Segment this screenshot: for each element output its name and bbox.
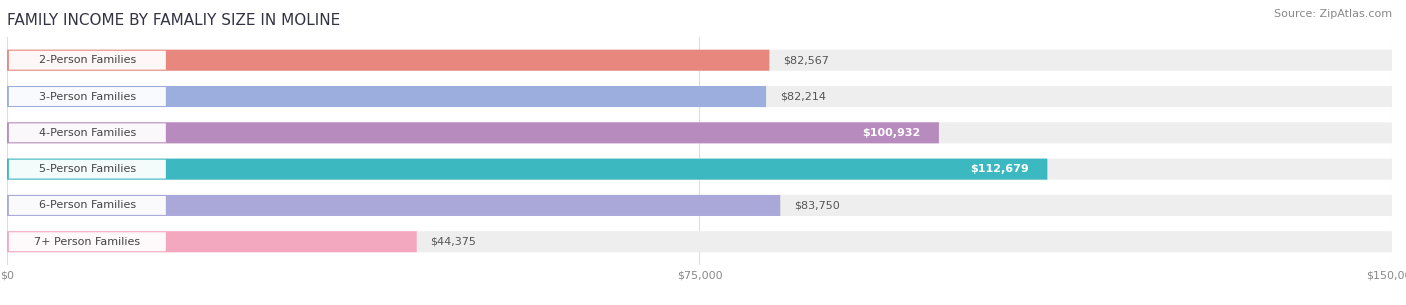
Text: $44,375: $44,375 — [430, 237, 477, 247]
FancyBboxPatch shape — [8, 160, 166, 178]
Text: 6-Person Families: 6-Person Families — [39, 200, 136, 210]
FancyBboxPatch shape — [8, 51, 166, 70]
Text: 2-Person Families: 2-Person Families — [39, 55, 136, 65]
Text: FAMILY INCOME BY FAMALIY SIZE IN MOLINE: FAMILY INCOME BY FAMALIY SIZE IN MOLINE — [7, 13, 340, 28]
FancyBboxPatch shape — [7, 50, 769, 71]
FancyBboxPatch shape — [8, 124, 166, 142]
FancyBboxPatch shape — [7, 231, 1392, 252]
FancyBboxPatch shape — [8, 196, 166, 215]
FancyBboxPatch shape — [953, 160, 1046, 178]
Text: 5-Person Families: 5-Person Families — [39, 164, 136, 174]
Text: 3-Person Families: 3-Person Families — [39, 92, 136, 102]
FancyBboxPatch shape — [7, 195, 1392, 216]
Text: $112,679: $112,679 — [970, 164, 1029, 174]
Text: $83,750: $83,750 — [794, 200, 839, 210]
FancyBboxPatch shape — [7, 159, 1392, 180]
FancyBboxPatch shape — [7, 50, 1392, 71]
FancyBboxPatch shape — [8, 87, 166, 106]
FancyBboxPatch shape — [845, 124, 936, 142]
FancyBboxPatch shape — [7, 122, 939, 143]
FancyBboxPatch shape — [7, 86, 1392, 107]
Text: $82,214: $82,214 — [780, 92, 825, 102]
Text: $82,567: $82,567 — [783, 55, 830, 65]
FancyBboxPatch shape — [7, 195, 780, 216]
FancyBboxPatch shape — [7, 86, 766, 107]
FancyBboxPatch shape — [7, 231, 416, 252]
Text: 7+ Person Families: 7+ Person Families — [34, 237, 141, 247]
FancyBboxPatch shape — [7, 122, 1392, 143]
Text: 4-Person Families: 4-Person Families — [39, 128, 136, 138]
FancyBboxPatch shape — [7, 159, 1047, 180]
Text: $100,932: $100,932 — [862, 128, 920, 138]
Text: Source: ZipAtlas.com: Source: ZipAtlas.com — [1274, 9, 1392, 19]
FancyBboxPatch shape — [8, 232, 166, 251]
